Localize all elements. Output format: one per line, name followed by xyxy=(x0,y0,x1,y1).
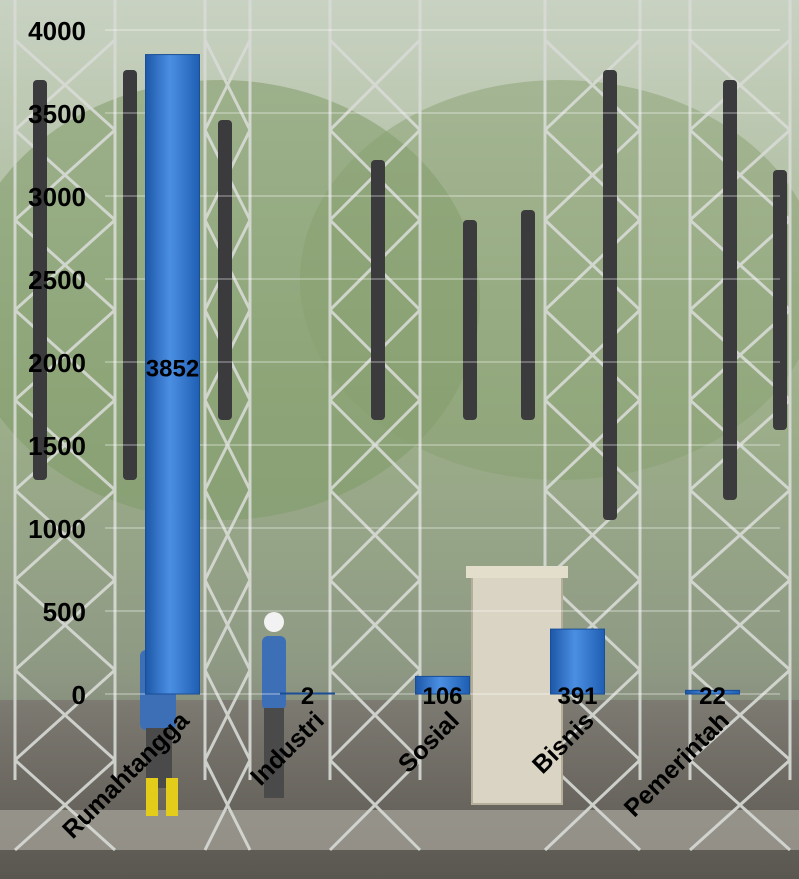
y-axis-tick-labels: 0 500 1000 1500 2000 2500 3000 3500 4000 xyxy=(28,16,86,710)
data-labels: 3852 2 106 391 22 xyxy=(146,355,726,710)
bar-pemerintah xyxy=(685,689,740,695)
y-tick-label: 2500 xyxy=(28,265,86,295)
bar-industri xyxy=(280,692,335,695)
data-label: 22 xyxy=(699,683,726,710)
gridlines xyxy=(105,29,780,695)
y-tick-label: 1500 xyxy=(28,431,86,461)
bar-rumahtangga xyxy=(145,54,200,695)
y-tick-label: 500 xyxy=(43,597,86,627)
data-label: 2 xyxy=(301,683,314,710)
data-label: 391 xyxy=(557,683,597,710)
y-tick-label: 1000 xyxy=(28,514,86,544)
y-tick-label: 4000 xyxy=(28,16,86,46)
data-label: 106 xyxy=(422,683,462,710)
worker-figure xyxy=(262,612,286,798)
y-tick-label: 3500 xyxy=(28,99,86,129)
y-tick-label: 2000 xyxy=(28,348,86,378)
bar-sosial xyxy=(415,675,470,695)
y-tick-label: 0 xyxy=(72,680,86,710)
data-label: 3852 xyxy=(146,355,199,382)
bars xyxy=(145,54,740,695)
y-tick-label: 3000 xyxy=(28,182,86,212)
bar-bisnis xyxy=(550,628,605,695)
